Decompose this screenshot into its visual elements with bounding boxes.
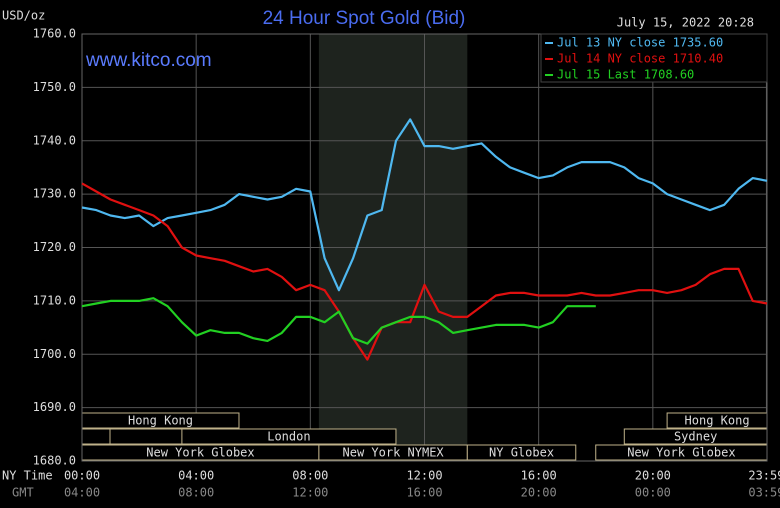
session-label: Hong Kong [128, 414, 193, 428]
y-tick-label: 1750.0 [33, 80, 76, 94]
y-tick-label: 1720.0 [33, 240, 76, 254]
legend-box [540, 33, 768, 83]
x-tick-label: 12:00 [406, 469, 442, 483]
x-tick-label: 20:00 [635, 469, 671, 483]
session-label: NY Globex [489, 446, 554, 460]
watermark: www.kitco.com [85, 50, 212, 71]
y-tick-label: 1700.0 [33, 347, 76, 361]
unit-label: USD/oz [2, 9, 45, 23]
legend-label: Jul 15 Last 1708.60 [557, 68, 694, 82]
session-label: New York NYMEX [343, 446, 445, 460]
x-tick-label: 23:59 [748, 469, 780, 483]
x2-tick-label: 00:00 [635, 486, 671, 500]
x-tick-label: 04:00 [178, 469, 214, 483]
session-box [81, 428, 111, 445]
session-label: New York Globex [146, 446, 254, 460]
y-tick-label: 1760.0 [33, 27, 76, 41]
session-box [466, 444, 577, 461]
session-label: Sydney [674, 430, 717, 444]
session-label: New York Globex [627, 446, 735, 460]
y-tick-label: 1690.0 [33, 400, 76, 414]
timestamp: July 15, 2022 20:28 [617, 16, 754, 30]
x2-row-label: GMT [12, 486, 34, 500]
x2-tick-label: 04:00 [64, 486, 100, 500]
legend-label: Jul 13 NY close 1735.60 [557, 36, 723, 50]
session-label: London [267, 430, 310, 444]
x2-tick-label: 20:00 [521, 486, 557, 500]
session-box [109, 428, 183, 445]
x-tick-label: 08:00 [292, 469, 328, 483]
y-tick-label: 1740.0 [33, 133, 76, 147]
x-tick-label: 16:00 [521, 469, 557, 483]
chart-title: 24 Hour Spot Gold (Bid) [263, 8, 466, 29]
x-row-label: NY Time [2, 469, 53, 483]
y-tick-label: 1730.0 [33, 187, 76, 201]
session-label: Hong Kong [685, 414, 750, 428]
y-tick-label: 1710.0 [33, 293, 76, 307]
series-line [81, 118, 768, 292]
legend-label: Jul 14 NY close 1710.40 [557, 52, 723, 66]
x2-tick-label: 03:59 [748, 486, 780, 500]
x-tick-label: 00:00 [64, 469, 100, 483]
x2-tick-label: 16:00 [406, 486, 442, 500]
x2-tick-label: 12:00 [292, 486, 328, 500]
plot-frame [81, 33, 768, 462]
session-box [181, 428, 397, 445]
series-line [81, 297, 596, 345]
y-tick-label: 1680.0 [33, 454, 76, 468]
series-line [81, 182, 768, 361]
x2-tick-label: 08:00 [178, 486, 214, 500]
